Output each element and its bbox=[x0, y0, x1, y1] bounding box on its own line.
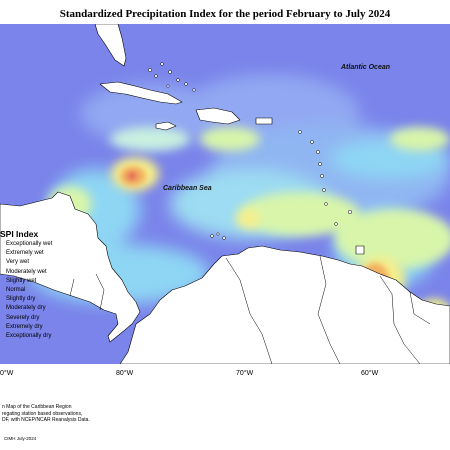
footnote-line-3: DF, with NCEP/NCAR Reanalysis Data. bbox=[2, 417, 90, 423]
legend-item-extremely-dry: Extremely dry bbox=[6, 323, 43, 330]
credit: CIMH July-2024 bbox=[4, 436, 37, 441]
longitude-label-60w: 60°W bbox=[361, 370, 379, 377]
atlantic-ocean-label: Atlantic Ocean bbox=[340, 64, 390, 71]
legend-item-exceptionally-dry: Exceptionally dry bbox=[6, 332, 52, 339]
footnote-line-2: regating station based observations, bbox=[2, 410, 83, 417]
country-borders bbox=[69, 255, 431, 364]
legend-item-very-wet: Very wet bbox=[6, 259, 30, 266]
small-islands bbox=[148, 62, 353, 240]
jamaica bbox=[155, 121, 177, 131]
south-america bbox=[119, 245, 450, 364]
legend-item-severely-dry: Severely dry bbox=[6, 314, 40, 321]
puerto-rico bbox=[255, 117, 273, 125]
spi-map: Atlantic Ocean Caribbean Sea bbox=[0, 24, 450, 364]
footnote: n Map of the Caribbean Region regating s… bbox=[2, 404, 172, 424]
hispaniola bbox=[195, 107, 241, 125]
trinidad bbox=[355, 245, 365, 255]
cuba bbox=[99, 81, 183, 105]
legend: SPI Index Exceptionally wet Extremely we… bbox=[0, 229, 52, 341]
legend-item-exceptionally-wet: Exceptionally wet bbox=[6, 241, 53, 247]
land-masses bbox=[0, 24, 450, 364]
legend-title: SPI Index bbox=[0, 229, 39, 239]
legend-item-extremely-wet: Extremely wet bbox=[6, 250, 44, 257]
legend-item-normal: Normal bbox=[6, 286, 26, 293]
central-america bbox=[0, 191, 141, 343]
map-title: Standardized Precipitation Index for the… bbox=[59, 8, 391, 20]
legend-item-slightly-dry: Slightly dry bbox=[6, 296, 36, 303]
legend-item-moderately-wet: Moderately wet bbox=[6, 268, 47, 275]
legend-item-slightly-wet: Slightly wet bbox=[6, 277, 37, 284]
legend-item-moderately-dry: Moderately dry bbox=[6, 305, 46, 312]
florida bbox=[94, 24, 127, 67]
longitude-label-70w: 70°W bbox=[236, 370, 254, 377]
footnote-line-1: n Map of the Caribbean Region bbox=[2, 404, 72, 410]
longitude-label-0: 0°W bbox=[0, 370, 14, 377]
caribbean-sea-label: Caribbean Sea bbox=[163, 185, 212, 192]
longitude-label-80w: 80°W bbox=[116, 370, 134, 377]
